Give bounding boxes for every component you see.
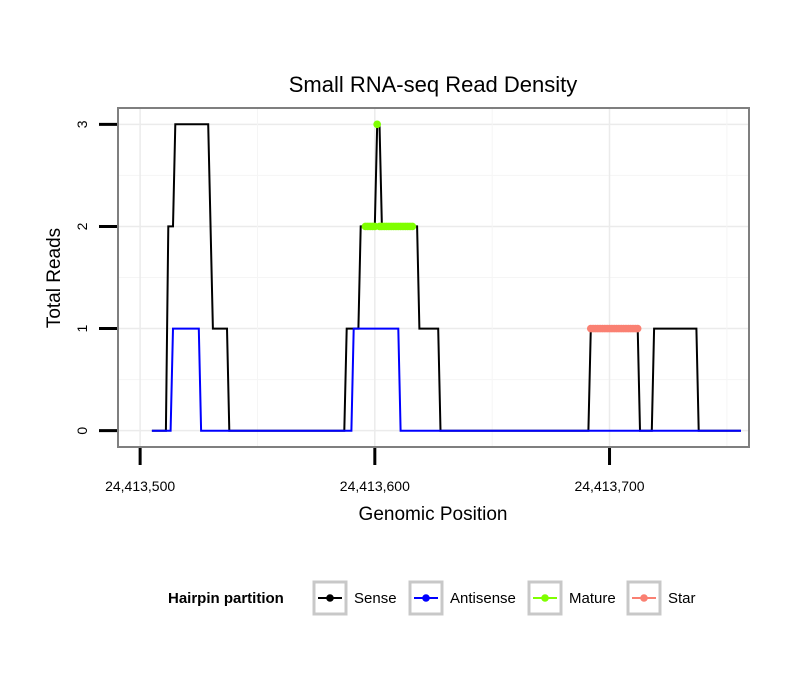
legend-label-antisense: Antisense — [450, 590, 516, 607]
x-tick-label: 24,413,700 — [574, 478, 644, 494]
plot-frame — [117, 107, 750, 448]
data-point-mature — [373, 120, 381, 129]
legend-label-star: Star — [668, 590, 696, 607]
legend-label-mature: Mature — [569, 590, 616, 607]
series-line-antisense — [151, 327, 741, 432]
legend-label-sense: Sense — [354, 590, 397, 607]
legend-entry-mature: Mature — [527, 580, 616, 616]
series-layer — [151, 120, 741, 432]
y-axis-label: Total Reads — [44, 228, 65, 328]
legend-key-point — [422, 594, 430, 602]
data-point-mature — [408, 222, 417, 231]
y-tick-label: 0 — [74, 427, 90, 435]
data-point-star — [633, 324, 642, 333]
legend-key-point — [541, 594, 549, 602]
legend-key-point — [326, 594, 334, 602]
legend-key-point — [640, 594, 648, 602]
legend-entry-sense: Sense — [312, 580, 397, 616]
legend-entry-antisense: Antisense — [408, 580, 516, 616]
x-tick-label: 24,413,500 — [105, 478, 175, 494]
legend-title: Hairpin partition — [168, 590, 284, 607]
legend-entry-star: Star — [626, 580, 696, 616]
y-tick-label: 3 — [74, 120, 90, 128]
legend: Hairpin partition Sense Antisense Mature St… — [168, 580, 696, 616]
chart-title: Small RNA-seq Read Density — [289, 72, 578, 97]
x-axis-label: Genomic Position — [359, 504, 508, 525]
x-tick-label: 24,413,600 — [340, 478, 410, 494]
grid — [119, 109, 748, 446]
y-tick-label: 1 — [74, 324, 90, 332]
y-axis: 0 1 2 3 — [74, 120, 117, 435]
x-axis: 24,413,500 24,413,600 24,413,700 — [105, 448, 645, 494]
y-tick-label: 2 — [74, 222, 90, 230]
legend-entries: Sense Antisense Mature Star — [312, 580, 696, 616]
